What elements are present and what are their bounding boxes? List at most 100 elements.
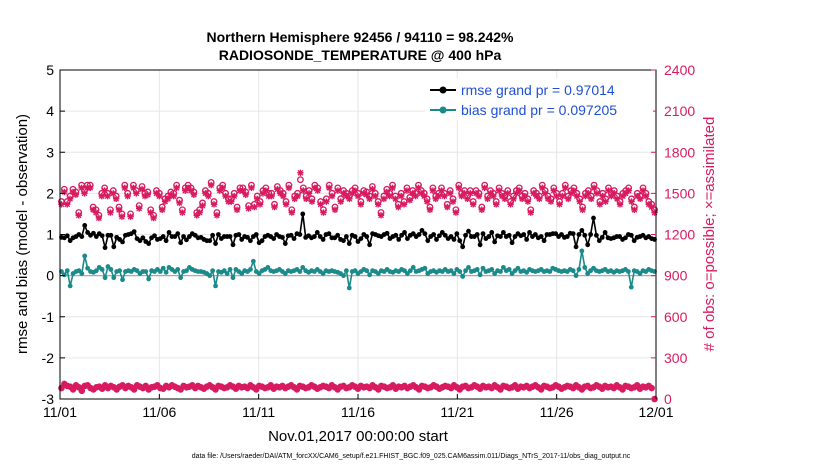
obs-assimilated-d2 [116, 206, 122, 213]
obs-assimilated-point [611, 190, 618, 197]
obs-assimilated-d2 [185, 184, 192, 191]
rmse-point [425, 238, 431, 244]
obs-assimilated-point [516, 187, 523, 194]
obs-assimilated-point [481, 184, 488, 192]
obs-assimilated-d2 [297, 169, 304, 176]
rmse-point [486, 234, 492, 239]
bias-point [163, 269, 169, 275]
bias-point [99, 267, 105, 272]
obs-assimilated-d2 [167, 191, 174, 198]
left-tick-label: 3 [46, 144, 54, 160]
obs-assimilated-d2 [251, 204, 258, 210]
obs-assimilated-point [334, 187, 342, 194]
obs-assimilated-point [233, 206, 241, 214]
obs-assimilated-point [75, 212, 82, 219]
bias-point [67, 283, 73, 289]
rmse-point [402, 230, 407, 235]
obs-assimilated-point [435, 192, 442, 200]
obs-assimilated-point [576, 198, 583, 205]
rmse-point [271, 236, 277, 242]
obs-assimilated-d2 [93, 209, 99, 216]
obs-assimilated-point [138, 186, 146, 193]
obs-possible-point [296, 176, 304, 184]
obs-assimilated-point [228, 198, 235, 205]
obs-assimilated-d2 [470, 201, 477, 208]
obs-assimilated-point [219, 184, 226, 192]
obs-assimilated-d2 [294, 193, 301, 200]
obs-assimilated-point [464, 195, 471, 203]
obs-assimilated-point [118, 213, 126, 220]
obs-assimilated-d2 [104, 193, 111, 200]
obs-assimilated-point [449, 198, 457, 205]
obs-assimilated-point [314, 187, 321, 194]
obs-assimilated-d2 [427, 206, 433, 213]
obs-assimilated-d2 [481, 184, 488, 191]
obs-assimilated-point [625, 187, 632, 194]
obs-assimilated-d2 [300, 187, 307, 194]
obs-assimilated-point [403, 187, 411, 194]
obs-assimilated-d2 [461, 190, 468, 197]
obs-assimilated-d2 [262, 187, 269, 194]
obs-assimilated-d2 [599, 193, 606, 200]
obs-assimilated-point [81, 190, 88, 197]
obs-assimilated-d2 [156, 193, 163, 200]
rmse-point [585, 242, 591, 248]
obs-assimilated-d2 [245, 205, 252, 212]
obs-assimilated-d2 [438, 187, 445, 194]
obs-assimilated-point [628, 198, 635, 205]
rmse-point [288, 232, 294, 238]
right-tick-label: 2100 [664, 103, 695, 119]
obs-assimilated-d2 [478, 206, 485, 213]
obs-assimilated-d2 [634, 193, 641, 200]
obs-assimilated-d2 [573, 193, 580, 200]
obs-assimilated-point [144, 191, 152, 198]
bias-point [64, 268, 70, 274]
bias-point [213, 283, 218, 289]
obs-assimilated-point [400, 201, 408, 208]
rmse-point [527, 230, 532, 235]
bias-point [120, 277, 125, 283]
obs-assimilated-point [61, 188, 68, 196]
obs-assimilated-d2 [363, 191, 370, 198]
rmse-point [253, 232, 259, 237]
obs-assimilated-d2 [640, 187, 646, 194]
obs-assimilated-point [107, 209, 114, 216]
obs-assimilated-d2 [421, 193, 428, 200]
obs-assimilated-point [95, 214, 103, 222]
obs-assimilated-d2 [455, 184, 462, 191]
rmse-point [311, 234, 317, 239]
obs-assimilated-d2 [510, 195, 517, 202]
obs-assimilated-point [156, 192, 163, 200]
obs-assimilated-d2 [530, 190, 537, 197]
obs-assimilated-d2 [320, 209, 327, 216]
bias-point [628, 284, 634, 290]
left-tick-label: -3 [42, 391, 55, 407]
obs-assimilated-point [302, 195, 310, 203]
obs-assimilated-d2 [314, 187, 321, 194]
obs-assimilated-point [343, 192, 350, 200]
obs-assimilated-d2 [303, 195, 310, 202]
obs-assimilated-d2 [101, 187, 108, 194]
obs-assimilated-point [271, 203, 278, 211]
obs-assimilated-point [262, 187, 270, 194]
obs-assimilated-d2 [628, 198, 635, 205]
series-layer [57, 169, 659, 403]
obs-assimilated-d2 [452, 209, 459, 216]
obs-assimilated-d2 [231, 193, 238, 200]
rmse-point [364, 234, 370, 239]
rmse-point [594, 232, 599, 238]
obs-assimilated-d2 [444, 204, 451, 210]
x-tick-label: 11/21 [440, 404, 474, 420]
bias-point [117, 268, 122, 274]
obs-assimilated-point [207, 181, 215, 189]
obs-assimilated-d2 [332, 206, 338, 213]
obs-assimilated-point [507, 201, 514, 208]
obs-assimilated-point [550, 187, 557, 194]
obs-assimilated-d2 [591, 184, 597, 191]
bias-point [265, 265, 271, 270]
obs-assimilated-point [222, 192, 229, 200]
rmse-point [579, 227, 585, 233]
obs-assimilated-point [242, 191, 249, 198]
obs-assimilated-d2 [467, 190, 474, 197]
obs-assimilated-d2 [81, 190, 88, 197]
